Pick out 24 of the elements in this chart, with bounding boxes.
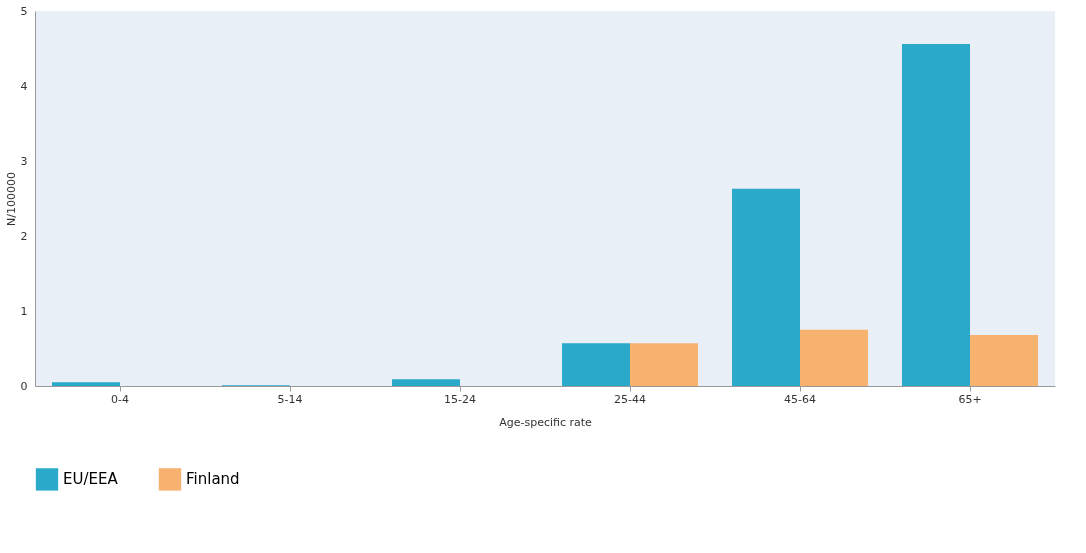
x-tick-label: 45-64 — [784, 392, 816, 406]
y-tick-label: 3 — [20, 154, 28, 168]
y-tick-label: 4 — [20, 79, 28, 93]
x-axis-title: Age-specific rate — [499, 415, 593, 429]
bar — [902, 44, 970, 386]
x-tick-label: 15-24 — [444, 392, 476, 406]
y-tick-label: 5 — [20, 4, 28, 18]
bar — [630, 343, 698, 386]
x-tick-label: 5-14 — [277, 392, 303, 406]
bar — [800, 329, 868, 386]
legend-label: EU/EEA — [63, 470, 119, 489]
y-axis-title: N/100000 — [4, 172, 18, 226]
x-tick-label: 65+ — [958, 392, 982, 406]
x-tick-label: 0-4 — [111, 392, 129, 406]
bar — [392, 379, 460, 386]
bar — [970, 335, 1038, 386]
legend-label: Finland — [186, 470, 240, 489]
bar — [52, 382, 120, 386]
y-tick-label: 0 — [20, 379, 28, 393]
y-tick-label: 2 — [20, 229, 28, 243]
bar — [562, 343, 630, 386]
bar — [732, 188, 800, 386]
x-tick-label: 25-44 — [614, 392, 646, 406]
y-tick-label: 1 — [20, 304, 28, 318]
